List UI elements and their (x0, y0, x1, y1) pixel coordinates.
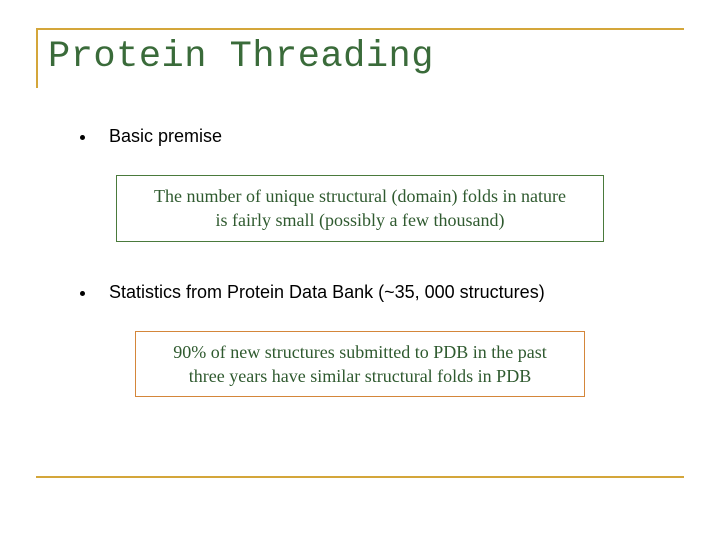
bullet-item: Statistics from Protein Data Bank (~35, … (80, 282, 684, 303)
slide-title: Protein Threading (48, 36, 684, 78)
title-container: Protein Threading (36, 28, 684, 88)
bullet-item: Basic premise (80, 126, 684, 147)
highlight-box: The number of unique structural (domain)… (116, 175, 604, 242)
bottom-divider (36, 476, 684, 478)
highlight-box: 90% of new structures submitted to PDB i… (135, 331, 585, 398)
bullet-icon (80, 291, 85, 296)
bullet-text: Statistics from Protein Data Bank (~35, … (109, 282, 545, 303)
slide: Protein Threading Basic premise The numb… (0, 0, 720, 540)
bullet-text: Basic premise (109, 126, 222, 147)
bullet-icon (80, 135, 85, 140)
box-line: The number of unique structural (domain)… (154, 186, 566, 206)
box-line: is fairly small (possibly a few thousand… (216, 210, 505, 230)
box-line: 90% of new structures submitted to PDB i… (173, 342, 546, 362)
box-line: three years have similar structural fold… (189, 366, 531, 386)
